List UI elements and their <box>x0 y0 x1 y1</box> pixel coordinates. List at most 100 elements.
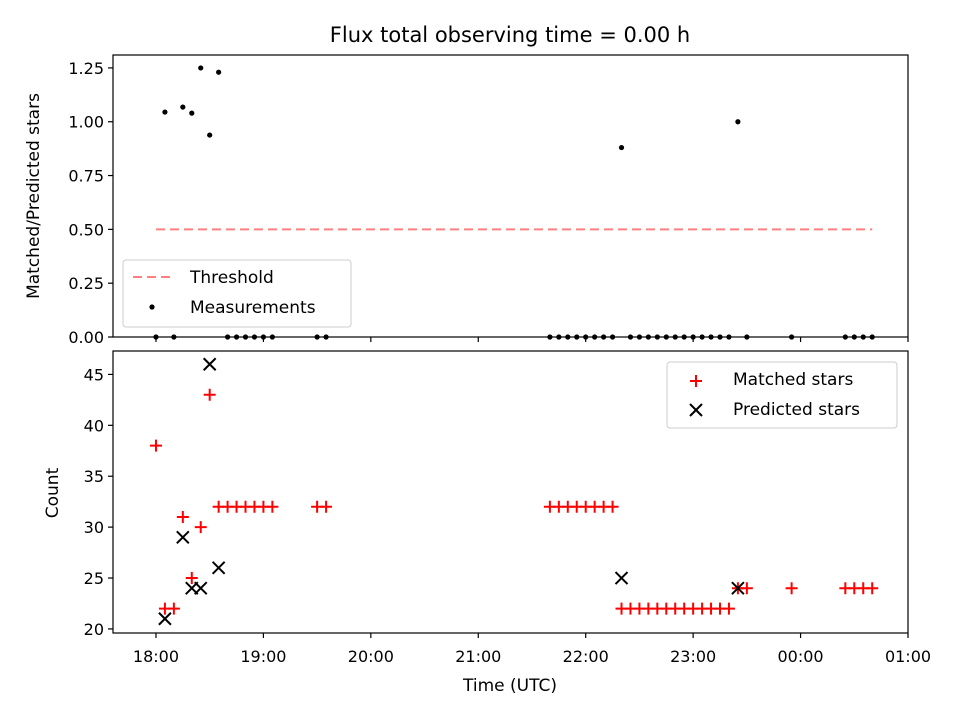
matched-star-point <box>320 500 333 513</box>
measurement-point <box>601 334 607 340</box>
measurement-point <box>663 334 669 340</box>
bottom-chart: 20 25 30 35 40 45 18:00 19:00 20:00 21:00 22:00 23… <box>43 350 931 696</box>
measurement-point <box>842 334 848 340</box>
measurement-point <box>556 334 562 340</box>
measurement-point <box>565 334 571 340</box>
bottom-y-tick-label: 25 <box>84 569 104 588</box>
measurement-point <box>690 334 696 340</box>
measurement-point <box>717 334 723 340</box>
measurement-point <box>153 334 159 340</box>
measurement-point <box>636 334 643 340</box>
legend-measurements-swatch <box>149 304 155 310</box>
measurement-point <box>162 109 168 115</box>
bottom-x-axis: 18:00 19:00 20:00 21:00 22:00 23:00 00:00 01:00 <box>133 633 931 666</box>
measurement-point <box>860 334 866 340</box>
bottom-x-tick-label: 21:00 <box>455 647 501 666</box>
bottom-x-tick-label: 20:00 <box>348 647 394 666</box>
matched-star-point <box>185 572 198 585</box>
measurement-point <box>618 144 625 151</box>
measurement-point <box>735 119 741 125</box>
measurement-point <box>744 334 750 340</box>
measurement-point <box>269 334 275 340</box>
measurement-point <box>216 69 222 75</box>
bottom-y-tick-label: 35 <box>84 467 104 486</box>
bottom-x-tick-label: 01:00 <box>885 647 931 666</box>
measurement-point <box>198 65 204 71</box>
bottom-legend: Matched stars Predicted stars <box>666 361 898 429</box>
bottom-y-axis-label: Count <box>43 467 63 518</box>
matched-star-point <box>149 439 162 452</box>
bottom-plot-frame <box>112 350 909 634</box>
bottom-plot-area <box>149 357 879 626</box>
top-plot-frame <box>112 54 909 338</box>
measurement-point <box>224 334 231 340</box>
measurement-point <box>681 334 687 340</box>
predicted-star-point <box>158 612 172 626</box>
measurement-point <box>592 334 598 340</box>
top-y-axis-label: Matched/Predicted stars <box>24 93 44 299</box>
bottom-y-axis: 20 25 30 35 40 45 <box>84 365 113 639</box>
matched-star-point <box>167 602 180 615</box>
predicted-star-point <box>176 530 190 545</box>
matched-star-point <box>785 582 798 595</box>
measurement-point <box>323 334 329 340</box>
predicted-star-point <box>194 581 208 595</box>
matched-star-point <box>606 500 619 513</box>
matched-star-point <box>866 582 879 595</box>
top-chart: 0.00 0.25 0.50 0.75 1.00 1.25 Matched/Predict… <box>24 54 909 347</box>
top-y-tick-label: 0.00 <box>68 328 104 347</box>
x-axis-label: Time (UTC) <box>462 676 557 696</box>
top-y-tick-label: 0.75 <box>68 167 104 186</box>
bottom-x-tick-label: 19:00 <box>240 647 286 666</box>
measurement-point <box>869 334 875 340</box>
top-plot-area <box>153 65 875 340</box>
measurement-point <box>242 334 249 340</box>
measurement-point <box>547 334 553 340</box>
bottom-x-tick-label: 22:00 <box>563 647 609 666</box>
measurement-point <box>189 110 195 116</box>
legend-predicted-swatch <box>689 403 703 417</box>
measurement-point <box>672 334 678 340</box>
measurement-point <box>708 334 714 340</box>
bottom-y-tick-label: 30 <box>84 518 104 537</box>
top-legend: Threshold Measurements <box>122 259 352 328</box>
measurement-point <box>180 104 186 110</box>
measurement-point <box>726 334 732 340</box>
bottom-y-tick-label: 40 <box>84 416 104 435</box>
predicted-star-point <box>202 357 217 371</box>
predicted-star-point <box>211 561 226 575</box>
bottom-y-tick-label: 45 <box>84 365 104 384</box>
top-y-tick-label: 1.00 <box>68 113 104 132</box>
measurement-point <box>789 334 795 340</box>
legend-matched-label: Matched stars <box>733 370 853 390</box>
measurement-point <box>251 334 258 340</box>
bottom-legend-box <box>666 361 898 429</box>
bottom-x-tick-label: 18:00 <box>133 647 179 666</box>
measurement-point <box>851 334 857 340</box>
measurement-point <box>654 334 660 340</box>
measurement-point <box>627 334 634 340</box>
bottom-x-tick-label: 00:00 <box>778 647 824 666</box>
legend-threshold-label: Threshold <box>189 268 274 288</box>
matched-star-point <box>722 602 735 615</box>
legend-predicted-label: Predicted stars <box>733 400 860 420</box>
measurement-point <box>609 334 616 340</box>
matched-star-point <box>194 521 207 534</box>
matched-star-point <box>176 510 189 523</box>
measurement-point <box>171 334 177 340</box>
measurement-point <box>699 334 705 340</box>
matched-star-point <box>203 388 216 401</box>
top-legend-box <box>122 259 352 328</box>
measurement-point <box>314 334 320 340</box>
matched-star-point <box>740 582 753 595</box>
measurement-point <box>645 334 651 340</box>
measurement-point <box>233 334 240 340</box>
measurement-point <box>207 132 213 138</box>
matched-star-point <box>266 500 279 513</box>
top-y-tick-label: 0.25 <box>68 274 104 293</box>
top-chart-title: Flux total observing time = 0.00 h <box>330 23 690 47</box>
bottom-x-tick-label: 23:00 <box>670 647 716 666</box>
predicted-star-point <box>731 581 745 595</box>
